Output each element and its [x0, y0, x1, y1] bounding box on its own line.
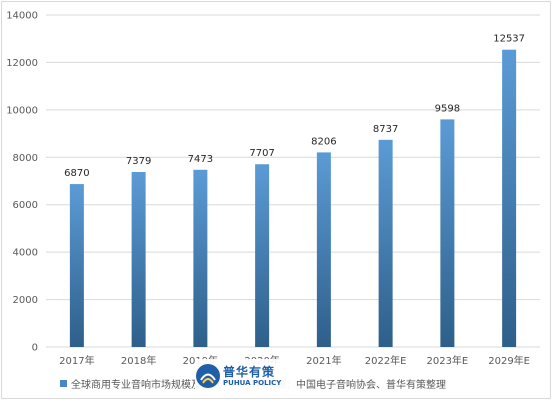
- data-label: 7707: [249, 148, 274, 159]
- y-tick-label: 10000: [6, 105, 38, 116]
- bar-2020年: [255, 164, 270, 347]
- y-tick-label: 2000: [13, 295, 38, 306]
- x-tick-label: 2018年: [121, 354, 156, 367]
- y-axis-ticks: 0 2000 4000 6000 8000 10000 12000 14000: [6, 11, 38, 354]
- bar-2021年: [316, 152, 331, 347]
- legend-series-label: 全球商用专业音响市场规模及预测: [71, 379, 221, 391]
- bar-2022年E: [378, 139, 393, 347]
- x-tick-label: 2017年: [59, 354, 94, 367]
- data-label: 7473: [188, 154, 213, 165]
- x-tick-label: 2023年E: [426, 354, 468, 367]
- data-label: 8206: [311, 136, 336, 147]
- y-tick-label: 0: [32, 343, 38, 354]
- data-label: 9598: [435, 103, 460, 114]
- legend-source-label: 资料来源：中国电子音响协会、普华有策整理: [246, 379, 446, 391]
- bars: [69, 49, 517, 347]
- legend-swatch-series: [60, 379, 67, 387]
- y-tick-label: 12000: [6, 58, 38, 69]
- logo-text-cn: 普华有策: [223, 364, 276, 379]
- y-tick-label: 14000: [6, 11, 38, 22]
- data-label: 12537: [493, 34, 525, 45]
- x-axis-ticks: 2017年2018年2019年2020年2021年2022年E2023年E202…: [59, 354, 530, 367]
- bar-2017年: [69, 184, 84, 347]
- bar-2029年E: [502, 49, 517, 347]
- x-tick-label: 2022年E: [365, 354, 407, 367]
- data-label: 8737: [373, 124, 398, 135]
- data-labels: 6870 7379 7473 7707 8206 8737 9598 12537: [64, 34, 525, 179]
- logo-text-en: PUHUA POLICY: [223, 378, 282, 387]
- legend-item-series: 全球商用专业音响市场规模及预测: [60, 376, 221, 391]
- logo-mark-icon: [196, 364, 220, 388]
- puhua-policy-logo: 普华有策 PUHUA POLICY: [195, 359, 293, 393]
- y-tick-label: 6000: [13, 200, 38, 211]
- data-label: 6870: [64, 168, 89, 179]
- y-tick-label: 4000: [13, 248, 38, 259]
- bar-2023年E: [440, 119, 455, 347]
- x-tick-label: 2029年E: [488, 354, 530, 367]
- bar-2019年: [193, 169, 208, 347]
- bar-2018年: [131, 172, 146, 347]
- gridlines: [46, 14, 540, 348]
- data-label: 7379: [126, 156, 151, 167]
- y-tick-label: 8000: [13, 153, 38, 164]
- x-tick-label: 2021年: [306, 354, 341, 367]
